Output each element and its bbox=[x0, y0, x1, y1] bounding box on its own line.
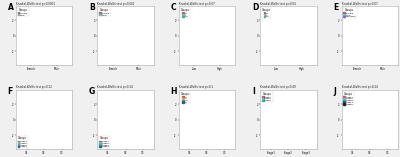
Text: E: E bbox=[333, 3, 339, 12]
Text: B: B bbox=[89, 3, 95, 12]
Legend: LH, LL, HH: LH, LL, HH bbox=[180, 7, 190, 18]
Text: H: H bbox=[170, 87, 177, 96]
Legend: Female, Male: Female, Male bbox=[17, 7, 28, 16]
Legend: Stage1, Stage2, Stage3, Stage4, Stage5: Stage1, Stage2, Stage3, Stage4, Stage5 bbox=[343, 91, 354, 105]
Text: Kruskal-Wallis test p<0.0001: Kruskal-Wallis test p<0.0001 bbox=[16, 2, 55, 6]
Text: Kruskal-Wallis test p<0.12: Kruskal-Wallis test p<0.12 bbox=[16, 85, 52, 89]
Text: D: D bbox=[252, 3, 258, 12]
Text: Kruskal-Wallis test p<0.49: Kruskal-Wallis test p<0.49 bbox=[260, 85, 296, 89]
Text: Kruskal-Wallis test p<0.1: Kruskal-Wallis test p<0.1 bbox=[179, 85, 213, 89]
Text: G: G bbox=[89, 87, 95, 96]
Text: I: I bbox=[252, 87, 255, 96]
Text: Kruskal-Wallis test p<0.07: Kruskal-Wallis test p<0.07 bbox=[342, 2, 378, 6]
Text: Kruskal-Wallis test p<0.001: Kruskal-Wallis test p<0.001 bbox=[98, 2, 135, 6]
Legend: Female, Male: Female, Male bbox=[98, 7, 110, 16]
Text: C: C bbox=[170, 3, 176, 12]
Legend: Female, Male, Unknown: Female, Male, Unknown bbox=[343, 7, 357, 18]
Text: F: F bbox=[8, 87, 13, 96]
Legend: LH, LL, HH: LH, LL, HH bbox=[262, 7, 272, 18]
Text: Kruskal-Wallis test p<0.24: Kruskal-Wallis test p<0.24 bbox=[342, 85, 378, 89]
Text: Kruskal-Wallis test p<0.04: Kruskal-Wallis test p<0.04 bbox=[260, 2, 296, 6]
Text: Kruskal-Wallis test p<0.14: Kruskal-Wallis test p<0.14 bbox=[98, 85, 133, 89]
Text: A: A bbox=[8, 3, 14, 12]
Legend: LH, LL, HH, HL: LH, LL, HH, HL bbox=[180, 91, 190, 103]
Text: J: J bbox=[333, 87, 336, 96]
Legend: Stage1, Stage2, Stage3, Stage4: Stage1, Stage2, Stage3, Stage4 bbox=[17, 136, 28, 148]
Text: Kruskal-Wallis test p<0.07: Kruskal-Wallis test p<0.07 bbox=[179, 2, 215, 6]
Legend: Stage1, Stage2, Stage3: Stage1, Stage2, Stage3 bbox=[262, 91, 272, 102]
Legend: Stage1, Stage2, Stage3, Stage4: Stage1, Stage2, Stage3, Stage4 bbox=[98, 136, 110, 148]
